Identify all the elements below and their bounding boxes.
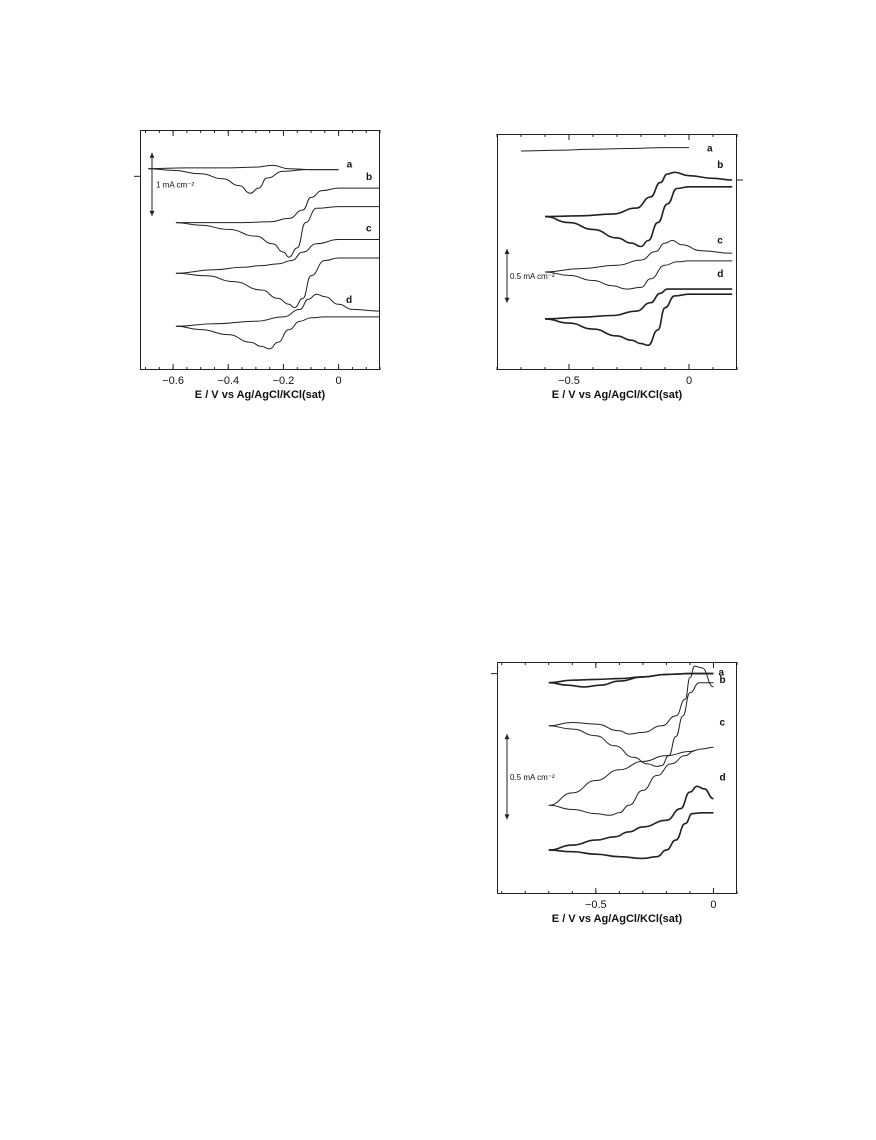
cv-curve-c-sweep-1 xyxy=(175,239,380,274)
scale-bar-arrow-down xyxy=(149,210,155,216)
curve-label-d: d xyxy=(719,773,725,784)
curve-label-d: d xyxy=(346,295,352,306)
scale-bar-arrow-up xyxy=(504,734,510,740)
curve-label-a: a xyxy=(718,668,724,679)
scale-bar-arrow-down xyxy=(504,814,510,820)
x-axis-label: E / V vs Ag/AgCl/KCl(sat) xyxy=(552,389,683,401)
curve-label-b: b xyxy=(719,675,725,686)
curve-label-b: b xyxy=(366,172,372,183)
cv-curve-a-sweep-1 xyxy=(520,147,689,152)
curve-label-c: c xyxy=(719,717,725,728)
chart-panel-2: −0.5 0 E / V vs Ag/AgCl/KCl(sat) 0.5 mA cm⁻… xyxy=(496,134,743,401)
scale-bar-arrow-up xyxy=(504,249,510,255)
cv-curve-d-sweep-1 xyxy=(544,288,733,320)
cv-curve-b-sweep-1 xyxy=(548,665,714,735)
cv-curve-d-sweep-2 xyxy=(544,293,733,347)
cv-curve-a-sweep-2 xyxy=(548,672,714,688)
x-tick-label: −0.4 xyxy=(217,375,239,387)
cv-curve-c-sweep-2 xyxy=(544,260,733,290)
curve-label-a: a xyxy=(707,144,713,155)
plot-frame xyxy=(140,130,380,370)
chart-panel-3: −0.5 0 E / V vs Ag/AgCl/KCl(sat) 0.5 mA cm⁻… xyxy=(491,662,738,925)
cv-curve-c-sweep-2 xyxy=(548,750,695,816)
cv-curve-b-sweep-1 xyxy=(175,187,380,224)
scale-bar-arrow-down xyxy=(504,297,510,303)
x-tick-label: 0 xyxy=(336,375,342,387)
plot-frame xyxy=(497,134,737,370)
chart-svg-1: −0.6 −0.4 −0.2 0 E / V vs Ag/AgCl/KCl(sat) 1 … xyxy=(134,130,381,401)
cv-curve-a-sweep-2 xyxy=(148,168,339,194)
x-tick-label: −0.6 xyxy=(162,375,184,387)
chart-panel-1: −0.6 −0.4 −0.2 0 E / V vs Ag/AgCl/KCl(sat) 1 … xyxy=(134,130,381,401)
curve-label-b: b xyxy=(717,160,723,171)
chart-svg-2: −0.5 0E / V vs Ag/AgCl/KCl(sat) 0.5 mA cm⁻… xyxy=(496,134,743,401)
cv-curve-d-sweep-2 xyxy=(548,812,714,860)
cv-curve-b-sweep-2 xyxy=(544,186,733,248)
cv-curve-c-sweep-2 xyxy=(175,257,380,309)
cv-curve-d-sweep-1 xyxy=(175,293,381,327)
cv-curve-d-sweep-1 xyxy=(548,785,714,851)
cv-curve-c-sweep-1 xyxy=(544,239,733,273)
x-tick-label: 0 xyxy=(686,375,692,387)
scale-bar-label: 0.5 mA cm⁻² xyxy=(510,773,555,782)
cv-curve-b-sweep-1 xyxy=(544,171,733,218)
cv-curve-a-sweep-1 xyxy=(148,164,339,171)
curve-label-d: d xyxy=(717,269,723,280)
curve-label-a: a xyxy=(347,160,353,171)
chart-svg-3: −0.5 0 E / V vs Ag/AgCl/KCl(sat) 0.5 mA cm⁻… xyxy=(491,662,738,925)
x-axis-label: E / V vs Ag/AgCl/KCl(sat) xyxy=(552,913,683,925)
x-tick-label: −0.5 xyxy=(585,899,607,911)
x-tick-label: −0.2 xyxy=(273,375,295,387)
cv-curve-d-sweep-2 xyxy=(175,316,380,350)
x-tick-label: 0 xyxy=(710,899,716,911)
scale-bar-label: 0.5 mA cm⁻² xyxy=(510,272,555,281)
curve-label-c: c xyxy=(366,223,372,234)
cv-curve-c-sweep-1 xyxy=(548,746,714,806)
x-tick-label: −0.5 xyxy=(558,375,580,387)
scale-bar-arrow-up xyxy=(149,152,155,158)
x-axis-label: E / V vs Ag/AgCl/KCl(sat) xyxy=(195,389,326,401)
curve-label-c: c xyxy=(717,235,723,246)
scale-bar-label: 1 mA cm⁻² xyxy=(156,180,194,189)
plot-frame xyxy=(497,662,737,894)
cv-curve-b-sweep-2 xyxy=(175,206,380,258)
cv-curve-b-sweep-2 xyxy=(548,682,714,767)
